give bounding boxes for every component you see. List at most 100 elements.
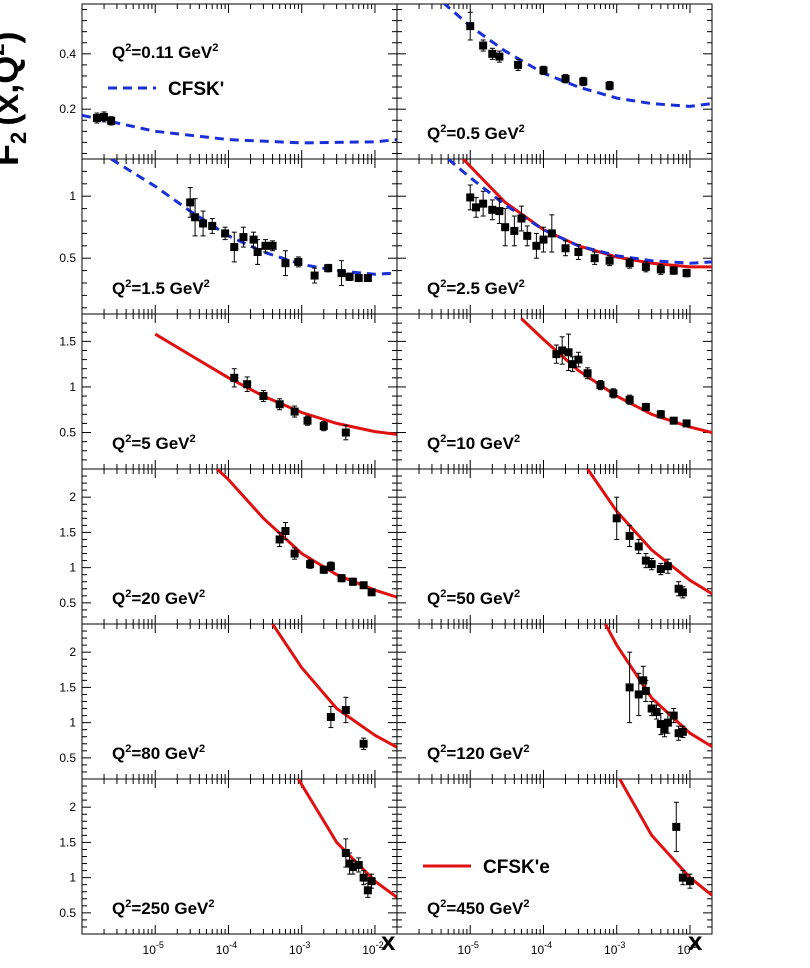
x-tick-label: 10-4 [216, 940, 237, 957]
panel-q2-label: Q2=2.5 GeV2 [427, 278, 525, 298]
data-point [479, 41, 488, 50]
panel-4: Q2=2.5 GeV2 [396, 158, 713, 315]
panel-frame [396, 468, 713, 625]
panel-frame [396, 778, 713, 935]
cfske-curve [297, 779, 397, 899]
y-tick-label: 2 [69, 645, 76, 659]
data-point [574, 248, 583, 256]
data-point [682, 419, 691, 428]
data-point [605, 81, 614, 90]
panel-q2-label: Q2=0.11 GeV2 [112, 42, 218, 62]
cfske-curve [216, 469, 397, 599]
data-point [107, 116, 116, 125]
y-tick-label: 0.5 [59, 906, 76, 920]
panel-3: 0.5 1 Q2=1.5 GeV2 [59, 158, 398, 315]
y-tick-label: 1.5 [59, 835, 76, 849]
cfske-curve [462, 159, 712, 269]
y-tick-label: 0.5 [59, 426, 76, 440]
y-tick-label: 1 [69, 189, 76, 203]
legend-cfske: CFSK'e [423, 857, 550, 878]
cfsk-curve [82, 113, 397, 145]
data-point [345, 272, 354, 281]
panel-frame [81, 623, 398, 780]
panel-q2-label: Q2=120 GeV2 [427, 743, 530, 763]
data-point [290, 407, 299, 416]
data-point [199, 219, 208, 228]
data-point [647, 704, 656, 713]
data-point [261, 241, 270, 250]
data-point [243, 380, 252, 389]
data-point [303, 416, 312, 425]
panel-11: 0.5 1 1.5 2 Q2=250 GeV2 10-5 10-4 10-3 10-2 [59, 778, 398, 957]
data-point [574, 355, 583, 364]
data-point [367, 588, 376, 597]
cfsk-curve [442, 4, 712, 108]
data-point [647, 560, 656, 569]
panel-frame [396, 623, 713, 780]
data-point [326, 713, 335, 721]
data-point [561, 74, 570, 83]
data-point [341, 705, 350, 714]
cfske-curve [520, 317, 712, 434]
data-point [363, 886, 372, 895]
data-point [488, 205, 497, 214]
cfske-curve [154, 332, 397, 436]
data-point [249, 235, 258, 244]
data-point [259, 392, 268, 401]
data-point [568, 360, 577, 369]
panel-9: 0.5 1 1.5 2 Q2=80 GeV2 [59, 623, 398, 780]
data-point [641, 262, 650, 271]
panel-grid: 0.2 0.4 Q2=0.11 GeV2 Q2=0.5 GeV2 0.5 1 Q2=1.5 … [59, 3, 713, 957]
data-point [609, 389, 618, 398]
y-tick-label: 1 [69, 561, 76, 575]
x-tick-label: 10-2 [362, 940, 383, 957]
data-point [495, 52, 504, 61]
data-point [326, 562, 335, 571]
data-point [239, 233, 248, 242]
y-axis-label: F2(x,Q2) [0, 31, 31, 166]
data-point [367, 877, 376, 886]
data-point [488, 49, 497, 58]
data-point [310, 271, 319, 280]
data-point [552, 350, 561, 359]
data-point [669, 266, 678, 275]
y-tick-label: 1 [69, 716, 76, 730]
data-point [92, 114, 101, 123]
data-point [596, 381, 605, 390]
data-point [625, 395, 634, 404]
data-point [669, 416, 678, 425]
data-point [564, 348, 573, 357]
cfske-curve [618, 779, 712, 897]
y-tick-label: 1.5 [59, 525, 76, 539]
panel-7: 0.5 1 1.5 2 Q2=20 GeV2 [59, 468, 398, 625]
data-point [605, 256, 614, 265]
data-point [612, 514, 621, 523]
data-point [539, 66, 548, 75]
data-point [290, 549, 299, 558]
data-point [672, 822, 681, 831]
data-point [625, 531, 634, 540]
panel-frame [396, 3, 713, 160]
data-point [634, 542, 643, 551]
panel-1: 0.2 0.4 Q2=0.11 GeV2 [59, 3, 398, 160]
y-tick-label: 0.5 [59, 596, 76, 610]
panel-2: Q2=0.5 GeV2 [396, 3, 713, 160]
data-point [306, 560, 315, 569]
data-point [100, 112, 109, 121]
data-point [656, 410, 665, 419]
data-point [275, 535, 284, 544]
x-tick-label: 10-3 [289, 940, 310, 957]
data-point [652, 708, 661, 717]
data-point [641, 686, 650, 695]
data-point [674, 729, 683, 738]
data-point [539, 235, 548, 244]
data-point [275, 400, 284, 409]
data-point [517, 214, 526, 223]
data-point [590, 254, 599, 263]
y-tick-label: 2 [69, 490, 76, 504]
data-point [685, 877, 694, 886]
data-point [253, 248, 262, 256]
data-point [479, 199, 488, 208]
x-tick-label: 10-5 [143, 940, 164, 957]
